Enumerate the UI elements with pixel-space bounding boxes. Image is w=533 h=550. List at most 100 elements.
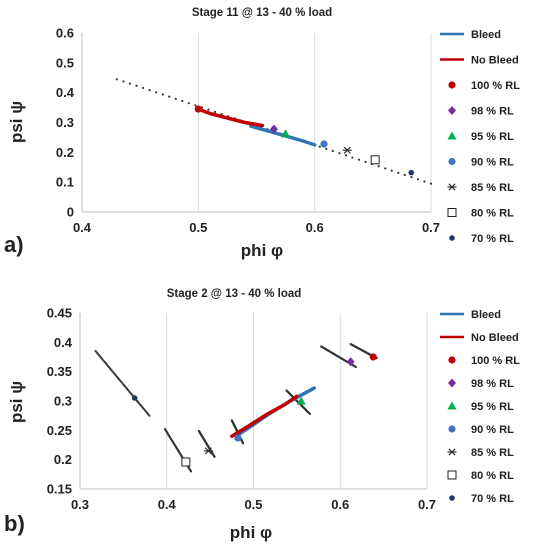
chart-b-axes: [79, 313, 427, 490]
a-dotted-point: [187, 102, 190, 105]
a-y-tick-label: 0.4: [56, 85, 75, 100]
a-legend-swatch-90-rl: [448, 157, 456, 166]
a-series-no-bleed-line: [196, 107, 265, 128]
a-point-80-rl: [370, 155, 380, 165]
a-point-85-rl-stroke-d2: [343, 146, 351, 154]
a-dotted-point: [141, 86, 145, 90]
a-point-70-rl: [408, 169, 415, 176]
chart-b-series: [94, 342, 378, 473]
b-series-no-bleed-line: [230, 394, 299, 438]
b-x-tick-label: 0.3: [71, 497, 89, 512]
a-dotted-point: [429, 182, 433, 185]
b-y-tick-label: 0.25: [47, 423, 72, 438]
a-point-85-rl: [342, 146, 352, 154]
a-point-95-rl: [281, 129, 291, 138]
a-dotted-point: [194, 104, 197, 107]
b-y-tick-label: 0.15: [47, 482, 72, 497]
b-point-90-rl: [234, 434, 242, 442]
a-legend-swatch-100-rl: [448, 81, 456, 89]
b-x-tick-label: 0.7: [418, 497, 436, 512]
b-x-tick-label: 0.5: [244, 497, 262, 512]
chart-a-axes: [81, 33, 431, 213]
a-point-98-rl: [269, 124, 278, 134]
a-legend-swatch-80-rl: [447, 208, 457, 217]
b-x-tick-label: 0.4: [158, 497, 177, 512]
a-legend-label-95-rl: 95 % RL: [471, 131, 514, 143]
a-dotted-point: [357, 158, 361, 161]
b-point-85-rl-stroke-d2: [204, 447, 212, 455]
a-y-tick-label: 0.3: [56, 115, 74, 130]
b-y-tick-label: 0.45: [47, 306, 72, 321]
a-dotted-point: [168, 95, 171, 98]
a-dotted-point: [181, 99, 184, 103]
b-point-95-rl: [296, 396, 306, 405]
a-dotted-point: [351, 156, 354, 159]
b-legend-label-98-rl: 98 % RL: [471, 378, 514, 390]
chart-panel-b: Stage 2 @ 13 - 40 % load 0.3 0.4 0.5 0.6 0.7…: [4, 288, 520, 542]
a-dotted-point: [325, 147, 328, 150]
chart-a-title: Stage 11 @ 13 - 40 % load: [192, 7, 332, 19]
a-legend-swatch-70-rl: [449, 235, 455, 241]
a-dotted-point: [155, 91, 158, 94]
chart-a-xlabel: phi φ: [241, 241, 283, 260]
a-dotted-point: [423, 180, 426, 183]
chart-b-legend: Bleed No Bleed 100 % RL 98 % RL 95 % RL 90 % …: [440, 309, 520, 505]
a-legend-label-80-rl: 80 % RL: [471, 208, 514, 220]
a-dotted-point: [318, 145, 321, 148]
a-dotted-point: [148, 89, 151, 92]
a-dotted-point: [161, 93, 164, 96]
a-legend-label-90-rl: 90 % RL: [471, 157, 514, 169]
a-dotted-point: [174, 97, 177, 100]
a-dotted-point: [331, 149, 334, 153]
b-point-70-rl: [131, 395, 138, 401]
a-legend-swatch-98-rl: [448, 106, 456, 115]
b-point-80-rl: [181, 457, 191, 467]
a-dotted-point: [364, 160, 367, 164]
chart-a-y-ticks: 0 0.1 0.2 0.3 0.4 0.5 0.6: [56, 26, 75, 220]
b-legend-label-90-rl: 90 % RL: [471, 424, 514, 436]
chart-a-series: [115, 78, 433, 185]
b-point-100-rl: [369, 353, 377, 361]
b-legend-label-no-bleed: No Bleed: [471, 332, 519, 344]
a-dotted-point: [403, 173, 406, 177]
a-legend-label-bleed: Bleed: [471, 29, 501, 41]
a-dotted-point: [128, 82, 132, 85]
a-x-tick-label: 0.4: [73, 220, 92, 235]
a-dotted-point: [416, 178, 420, 181]
a-y-tick-label: 0.5: [56, 55, 74, 70]
a-x-tick-label: 0.7: [422, 220, 440, 235]
a-x-tick-label: 0.6: [306, 220, 324, 235]
b-legend-label-bleed: Bleed: [471, 309, 501, 321]
b-y-tick-label: 0.35: [47, 364, 72, 379]
chart-panel-a: Stage 11 @ 13 - 40 % load 0.4 0.5 0.6 0.7 0…: [4, 7, 520, 260]
chart-b-panel-label: b): [4, 511, 25, 536]
b-dotted-point: [189, 470, 193, 473]
b-legend-swatch-80-rl: [447, 470, 457, 480]
b-legend-label-85-rl: 85 % RL: [471, 447, 514, 459]
b-legend-swatch-90-rl: [448, 425, 456, 433]
b-y-tick-label: 0.3: [54, 394, 72, 409]
chart-a-gridlines: [197, 33, 432, 212]
chart-b-y-ticks: 0.15 0.2 0.25 0.3 0.35 0.4 0.45: [47, 306, 73, 497]
chart-a-ylabel: psi ψ: [7, 101, 26, 143]
b-dotted-point: [213, 455, 216, 458]
a-dotted-point: [377, 165, 380, 168]
a-point-90-rl: [320, 140, 328, 148]
a-legend-label-no-bleed: No Bleed: [471, 55, 519, 67]
b-legend-label-100-rl: 100 % RL: [471, 355, 520, 367]
b-x-tick-label: 0.6: [331, 497, 349, 512]
chart-a-legend: Bleed No Bleed 100 % RL 98 % RL 95 % RL 90 % …: [440, 29, 520, 245]
chart-b-ylabel: psi ψ: [7, 381, 26, 423]
b-legend-label-80-rl: 80 % RL: [471, 470, 514, 482]
b-dotted-point: [241, 442, 245, 445]
a-legend-swatch-85-rl: [447, 183, 457, 191]
a-legend-label-100-rl: 100 % RL: [471, 80, 520, 92]
a-y-tick-label: 0.1: [56, 175, 74, 190]
a-dotted-point: [135, 84, 138, 87]
a-legend-label-70-rl: 70 % RL: [471, 233, 514, 245]
a-dotted-point: [115, 78, 118, 81]
b-dotted-point: [308, 412, 311, 416]
chart-b-gridlines: [166, 313, 428, 489]
b-legend-label-95-rl: 95 % RL: [471, 401, 514, 413]
